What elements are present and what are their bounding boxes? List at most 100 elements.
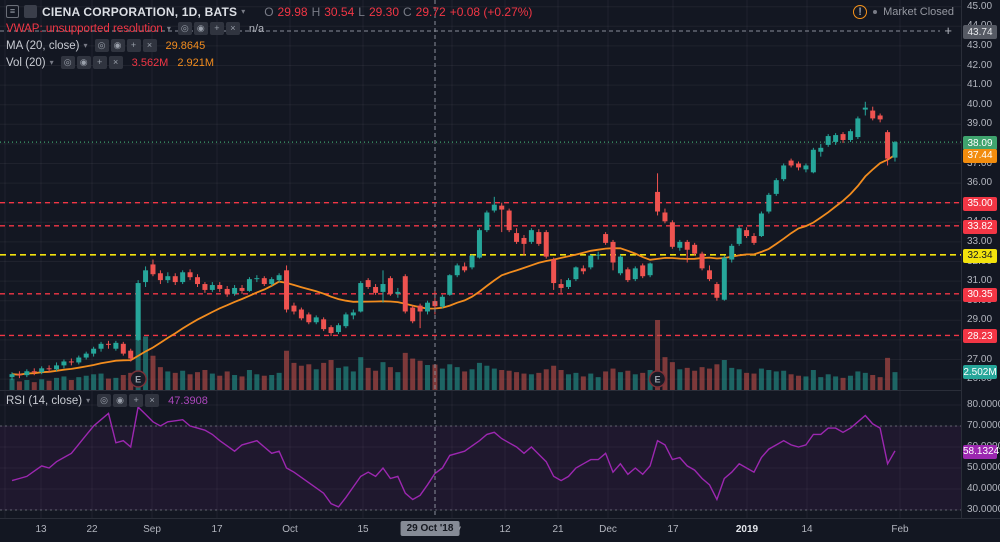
volume-bar	[870, 375, 876, 390]
candle-body	[736, 228, 742, 244]
candle-body	[840, 134, 846, 140]
ma-title[interactable]: MA (20, close)	[6, 39, 80, 52]
add-alert-plus-icon[interactable]: +	[944, 23, 952, 38]
volume-bar	[714, 364, 720, 390]
candle-body	[165, 276, 171, 281]
ma-buttons: ◎ ◉ + ×	[94, 39, 157, 52]
volume-bar	[514, 372, 520, 390]
candle-body	[365, 280, 371, 287]
volume-bar	[343, 366, 349, 390]
price-tick: 36.00	[967, 177, 993, 189]
volume-bar	[328, 360, 334, 390]
volume-bar	[773, 371, 779, 390]
add-indicator-icon[interactable]: +	[129, 394, 144, 407]
candle-body	[595, 254, 601, 256]
high-value: 30.54	[324, 4, 355, 19]
time-tick: Oct	[282, 524, 298, 535]
volume-bar	[603, 371, 609, 390]
volume-bar	[796, 375, 802, 390]
candle-body	[632, 268, 638, 280]
candle-body	[751, 236, 757, 243]
candle-body	[706, 270, 712, 280]
price-axis-badge: 38.09	[963, 136, 997, 151]
candle-body	[402, 276, 408, 312]
volume-bar	[195, 372, 200, 390]
price-axis[interactable]: 45.0044.0043.0042.0041.0040.0039.0038.00…	[961, 0, 1000, 519]
volume-bar	[751, 373, 757, 390]
remove-icon[interactable]: ×	[142, 39, 157, 52]
volume-bar	[150, 355, 156, 390]
time-axis[interactable]: 1322Sep17Oct15Nov1221Dec17201914Feb29 Oc…	[0, 518, 962, 542]
chevron-down-icon[interactable]: ▾	[241, 7, 246, 16]
volume-bar	[143, 336, 149, 390]
hide-icon[interactable]: ◎	[60, 56, 75, 69]
volume-bar	[291, 362, 297, 390]
candle-body	[521, 237, 527, 244]
volume-bar	[677, 369, 683, 390]
settings-icon[interactable]: ◉	[76, 56, 91, 69]
symbol-title[interactable]: CIENA CORPORATION, 1D, BATS	[42, 4, 238, 19]
vwap-title[interactable]: VWAP: unsupported resolution	[6, 22, 163, 35]
candle-body	[818, 147, 824, 152]
volume-bar	[588, 373, 594, 390]
candle-body	[796, 163, 802, 168]
candle-body	[157, 273, 163, 281]
remove-icon[interactable]: ×	[108, 56, 123, 69]
earnings-marker[interactable]	[129, 370, 147, 388]
add-indicator-icon[interactable]: +	[92, 56, 107, 69]
candle-body	[536, 232, 542, 244]
add-indicator-icon[interactable]: +	[126, 39, 141, 52]
candle-body	[261, 278, 267, 285]
volume-bar	[847, 375, 853, 390]
time-tick: Dec	[599, 524, 617, 535]
volume-bar	[766, 370, 772, 390]
volume-bar	[91, 374, 97, 390]
hide-icon[interactable]: ◎	[94, 39, 109, 52]
price-axis-badge: 33.82	[963, 219, 997, 234]
candle-body	[328, 327, 334, 334]
vwap-value: n/a	[248, 22, 265, 35]
price-axis-badge: 37.44	[963, 148, 997, 163]
volume-bar	[736, 369, 742, 390]
time-tick: Feb	[891, 524, 909, 535]
chevron-down-icon[interactable]: ▾	[49, 58, 54, 67]
hide-icon[interactable]: ◎	[97, 394, 112, 407]
remove-icon[interactable]: ×	[225, 22, 240, 35]
hide-icon[interactable]: ◎	[177, 22, 192, 35]
volume-bar	[528, 374, 534, 390]
volume-bar	[818, 377, 824, 390]
volume-bar	[491, 368, 497, 390]
candle-body	[135, 283, 141, 340]
settings-icon[interactable]: ◉	[110, 39, 125, 52]
price-tick: 27.00	[967, 353, 993, 365]
rsi-tick: 30.0000	[967, 504, 1000, 515]
chevron-down-icon[interactable]: ▾	[86, 396, 91, 405]
candle-body	[766, 194, 772, 212]
price-axis-badge: 28.23	[963, 329, 997, 344]
settings-icon[interactable]: ◉	[193, 22, 208, 35]
candle-body	[491, 204, 497, 211]
status-dot-icon	[873, 10, 878, 14]
low-value: 29.30	[368, 4, 399, 19]
chevron-down-icon[interactable]: ▾	[83, 41, 88, 50]
remove-icon[interactable]: ×	[145, 394, 160, 407]
candle-body	[469, 255, 475, 268]
earnings-marker[interactable]	[648, 370, 667, 388]
candle-body	[24, 371, 30, 376]
ohlc-readout: O 29.98 H 30.54 L 29.30 C 29.72 +0.08 (+0.27…	[264, 5, 532, 19]
add-indicator-icon[interactable]: +	[209, 22, 224, 35]
price-tick: 33.00	[967, 235, 993, 247]
candle-body	[439, 296, 445, 307]
collapse-legend-icon[interactable]: ≡	[6, 5, 19, 18]
candle-body	[514, 233, 520, 242]
rsi-title[interactable]: RSI (14, close)	[6, 394, 83, 407]
settings-icon[interactable]: ◉	[113, 394, 128, 407]
volume-title[interactable]: Vol (20)	[6, 56, 46, 69]
candle-body	[180, 272, 186, 283]
warning-icon[interactable]: !	[853, 5, 868, 19]
volume-bar	[209, 373, 215, 390]
chevron-down-icon[interactable]: ▾	[166, 24, 171, 33]
